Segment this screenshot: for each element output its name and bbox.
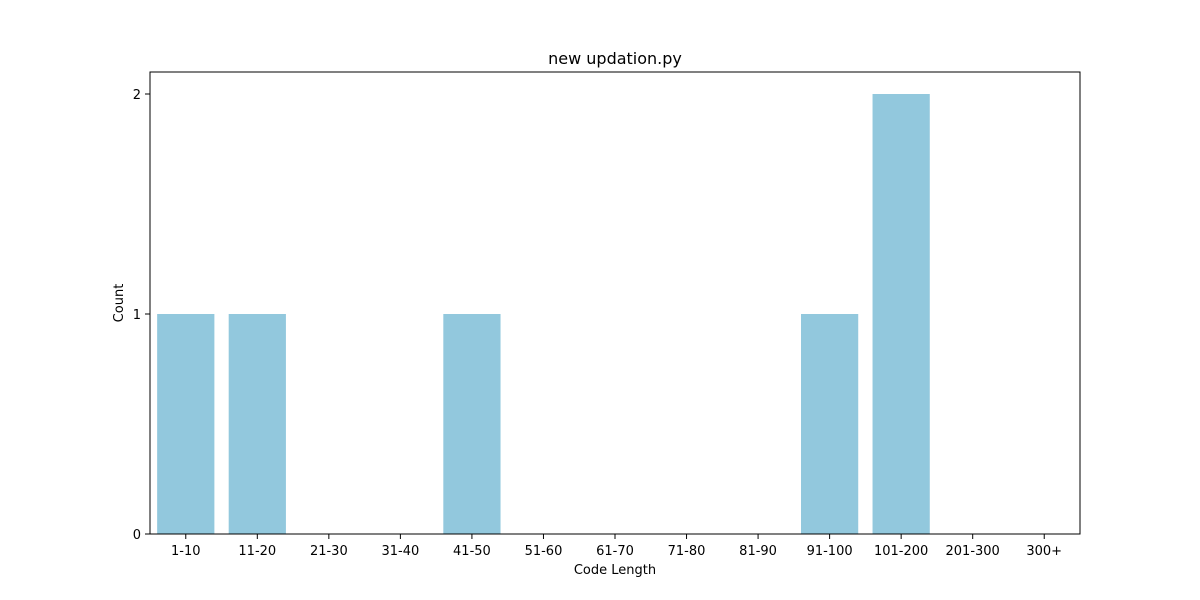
x-axis-label: Code Length [574, 563, 656, 578]
x-tick-label: 91-100 [807, 544, 853, 559]
x-tick-label: 31-40 [381, 544, 419, 559]
x-tick-label: 1-10 [171, 544, 201, 559]
y-tick-label: 2 [133, 88, 141, 103]
bars-group [157, 94, 930, 534]
x-tick-label: 300+ [1026, 544, 1062, 559]
x-tick-label: 21-30 [310, 544, 348, 559]
y-tick-label: 0 [133, 528, 141, 543]
plot-frame [149, 71, 1081, 535]
bar [228, 314, 286, 534]
bar [801, 314, 859, 534]
x-tick-label: 201-300 [946, 544, 1000, 559]
x-tick-label: 51-60 [525, 544, 563, 559]
x-tick-label: 11-20 [238, 544, 276, 559]
x-tick-label: 101-200 [874, 544, 928, 559]
y-axis-label: Count [112, 284, 127, 323]
bar [872, 94, 930, 534]
x-tick-label: 81-90 [739, 544, 777, 559]
x-tick-label: 41-50 [453, 544, 491, 559]
x-axis-ticks: 1-10 11-20 21-30 31-40 41-50 51-60 61-70 71-80 8… [171, 534, 1062, 559]
y-tick-label: 1 [133, 308, 141, 323]
x-tick-label: 71-80 [668, 544, 706, 559]
chart-title: new updation.py [548, 49, 682, 68]
y-axis-ticks: 0 1 2 [133, 88, 150, 543]
x-tick-label: 61-70 [596, 544, 634, 559]
bar [443, 314, 501, 534]
bar [157, 314, 215, 534]
